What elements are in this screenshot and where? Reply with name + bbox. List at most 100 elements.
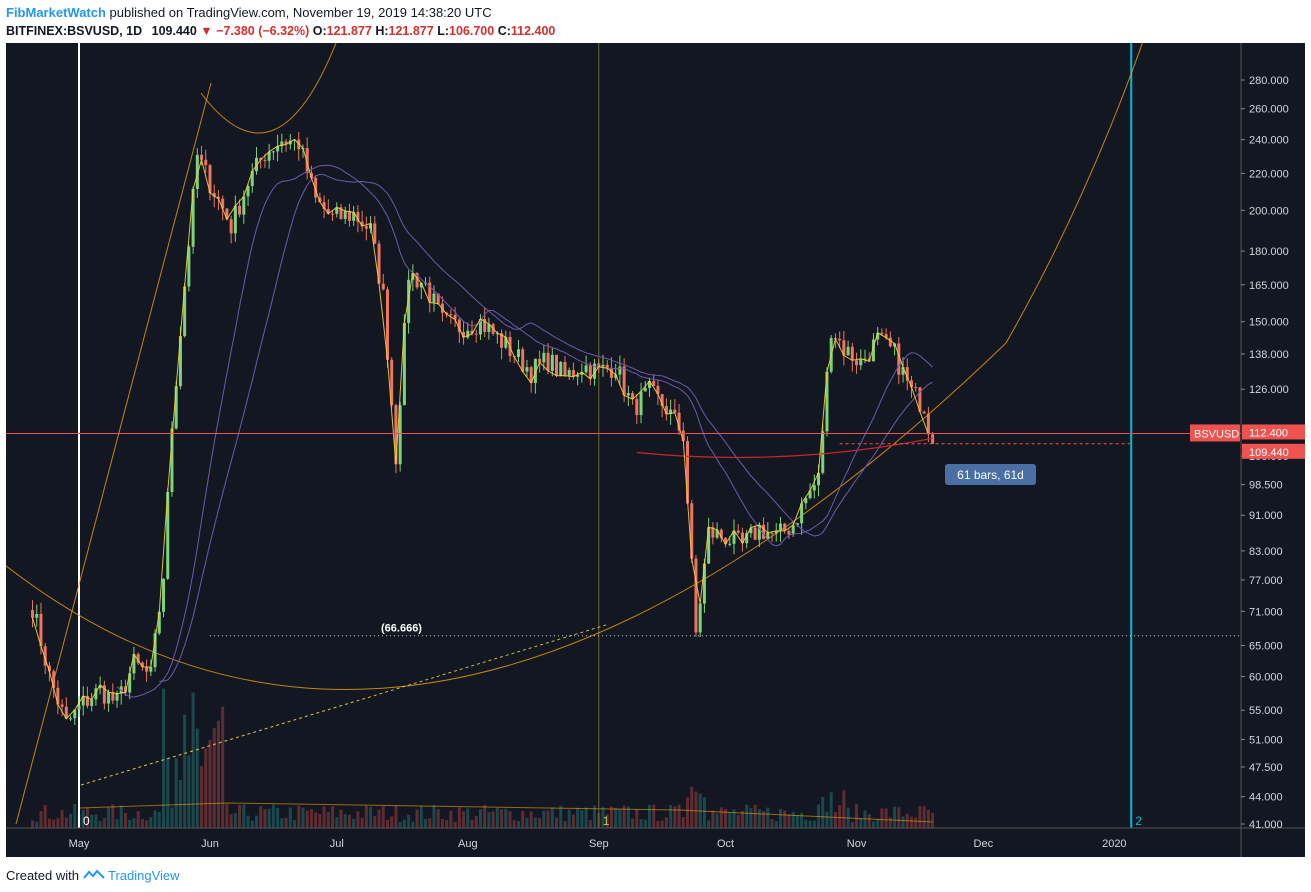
candle-body — [859, 358, 863, 366]
candle-body — [191, 189, 195, 247]
y-tick-label: 260.000 — [1249, 104, 1289, 116]
candle-body — [707, 527, 711, 564]
volume-bar — [208, 739, 212, 828]
candle-body — [876, 332, 880, 340]
volume-bar — [567, 809, 571, 828]
tradingview-link[interactable]: TradingView — [83, 868, 180, 883]
volume-bar — [614, 807, 618, 828]
candle-body — [449, 314, 453, 316]
volume-bar — [157, 811, 161, 828]
candle-body — [94, 688, 98, 700]
candle-body — [326, 209, 330, 214]
candle-body — [250, 171, 254, 186]
time-zone-label: 0 — [83, 814, 90, 828]
volume-bar — [43, 804, 47, 828]
volume-bar — [757, 809, 761, 828]
volume-bar — [191, 692, 195, 828]
candle-body — [533, 358, 537, 383]
volume-bar — [588, 820, 592, 828]
volume-bar — [500, 809, 504, 828]
x-tick-label: Nov — [847, 838, 867, 850]
volume-bar — [711, 810, 715, 828]
candle-body — [216, 196, 220, 199]
volume-bar — [884, 808, 888, 828]
volume-bar — [660, 820, 664, 828]
volume-bar — [94, 814, 98, 828]
candle-body — [842, 340, 846, 356]
candle-body — [584, 365, 588, 373]
candle-body — [305, 148, 309, 173]
volume-bar — [652, 804, 656, 828]
volume-bar — [250, 820, 254, 828]
candle-body — [314, 177, 318, 198]
tradingview-brand: TradingView — [107, 867, 180, 883]
candle-body — [516, 349, 520, 357]
volume-bar — [774, 820, 778, 828]
volume-bar — [686, 797, 690, 828]
candle-body — [546, 352, 550, 371]
publish-line: FibMarketWatch published on TradingView.… — [6, 4, 1306, 22]
candle-body — [825, 371, 829, 432]
candle-body — [702, 563, 706, 604]
x-tick-label: Dec — [974, 838, 994, 850]
volume-bar — [297, 805, 301, 828]
volume-bar — [766, 807, 770, 828]
volume-bar — [381, 806, 385, 828]
volume-bar — [170, 807, 174, 828]
volume-bar — [246, 815, 250, 828]
candle-body — [81, 695, 85, 706]
footer: Created with TradingView — [6, 866, 180, 884]
candle-body — [542, 352, 546, 363]
volume-bar — [360, 817, 364, 828]
candle-body — [111, 692, 115, 701]
candle-body — [153, 633, 157, 668]
candle-body — [208, 165, 212, 193]
y-tick-label: 83.000 — [1249, 546, 1283, 558]
candle-body — [614, 374, 618, 378]
volume-bar — [559, 805, 563, 828]
author-name[interactable]: FibMarketWatch — [6, 5, 106, 20]
overlays: BSVUSD 61 bars, 61d — [6, 138, 1241, 720]
volume-bar — [267, 808, 271, 828]
y-tick-label: 51.000 — [1249, 734, 1283, 746]
volume-bar — [335, 817, 339, 828]
candle-body — [871, 339, 875, 362]
candle-body — [259, 157, 263, 160]
candle-body — [740, 532, 744, 544]
volume-bar — [516, 821, 520, 828]
volume-bar — [419, 805, 423, 828]
volume-bar — [123, 812, 127, 828]
candle-body — [550, 354, 554, 371]
volume-bar — [407, 814, 411, 828]
volume-bar — [647, 804, 651, 828]
volume-bar — [833, 811, 837, 828]
volume-bar — [470, 819, 474, 828]
price-chart[interactable]: 0 1 2 (66.666) BSVUSD 61 bars, 61d 41.000 44.… — [6, 43, 1305, 857]
candle-body — [745, 533, 749, 544]
candle-body — [559, 362, 563, 376]
candle-body — [766, 532, 770, 540]
candle-body — [60, 704, 64, 707]
symbol-tag-box — [1190, 424, 1240, 442]
y-tick-label: 65.000 — [1249, 641, 1283, 653]
candle-body — [926, 413, 930, 435]
candle-body — [897, 343, 901, 375]
candle-body — [791, 525, 795, 535]
y-tick-label: 126.000 — [1249, 384, 1289, 396]
y-tick-label: 280.000 — [1249, 75, 1289, 87]
volume-bar — [174, 758, 178, 828]
candle-body — [884, 334, 888, 338]
close-value: 112.400 — [510, 24, 556, 38]
candle-body — [69, 718, 73, 720]
candle-body — [200, 154, 204, 160]
candle-body — [563, 362, 567, 376]
volume-bar — [466, 808, 470, 828]
volume-bar — [745, 804, 749, 828]
candle-body — [453, 314, 457, 320]
candle-body — [838, 338, 842, 341]
volume-ma-line — [78, 802, 933, 823]
volume-bar — [60, 809, 64, 828]
high-value: 121.877 — [388, 24, 434, 38]
volume-bar — [90, 814, 94, 828]
volume-bar — [483, 804, 487, 828]
